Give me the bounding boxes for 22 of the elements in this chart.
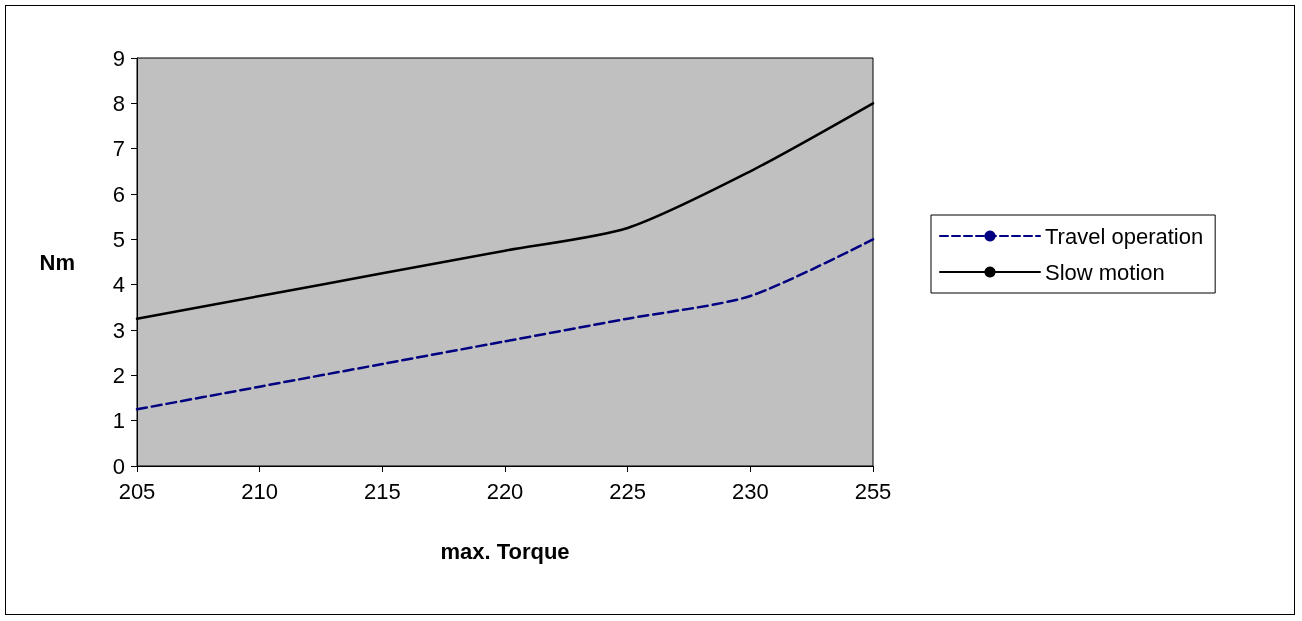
y-tick-label: 0 [112, 453, 125, 479]
y-tick-label: 6 [112, 181, 125, 207]
x-tick-label: 215 [363, 478, 401, 504]
y-tick-label: 2 [112, 362, 125, 388]
y-tick-label: 1 [112, 408, 125, 434]
x-tick-label: 255 [854, 478, 892, 504]
x-tick-label: 220 [486, 478, 524, 504]
y-tick-label: 3 [112, 317, 125, 343]
x-axis-title: max. Torque [440, 538, 570, 564]
y-tick-label: 5 [112, 226, 125, 252]
y-tick-label: 7 [112, 136, 125, 162]
x-tick-label: 210 [241, 478, 279, 504]
y-tick-label: 8 [112, 90, 125, 116]
line-series [135, 238, 875, 411]
legend-label: Travel operation [1045, 223, 1204, 249]
x-tick-label: 230 [731, 478, 769, 504]
legend-label: Slow motion [1045, 259, 1165, 285]
y-tick-label: 4 [112, 272, 125, 298]
x-tick-label: 205 [118, 478, 156, 504]
y-tick-label: 9 [112, 45, 125, 71]
y-axis-title: Nm [39, 249, 75, 275]
x-tick-label: 225 [609, 478, 647, 504]
